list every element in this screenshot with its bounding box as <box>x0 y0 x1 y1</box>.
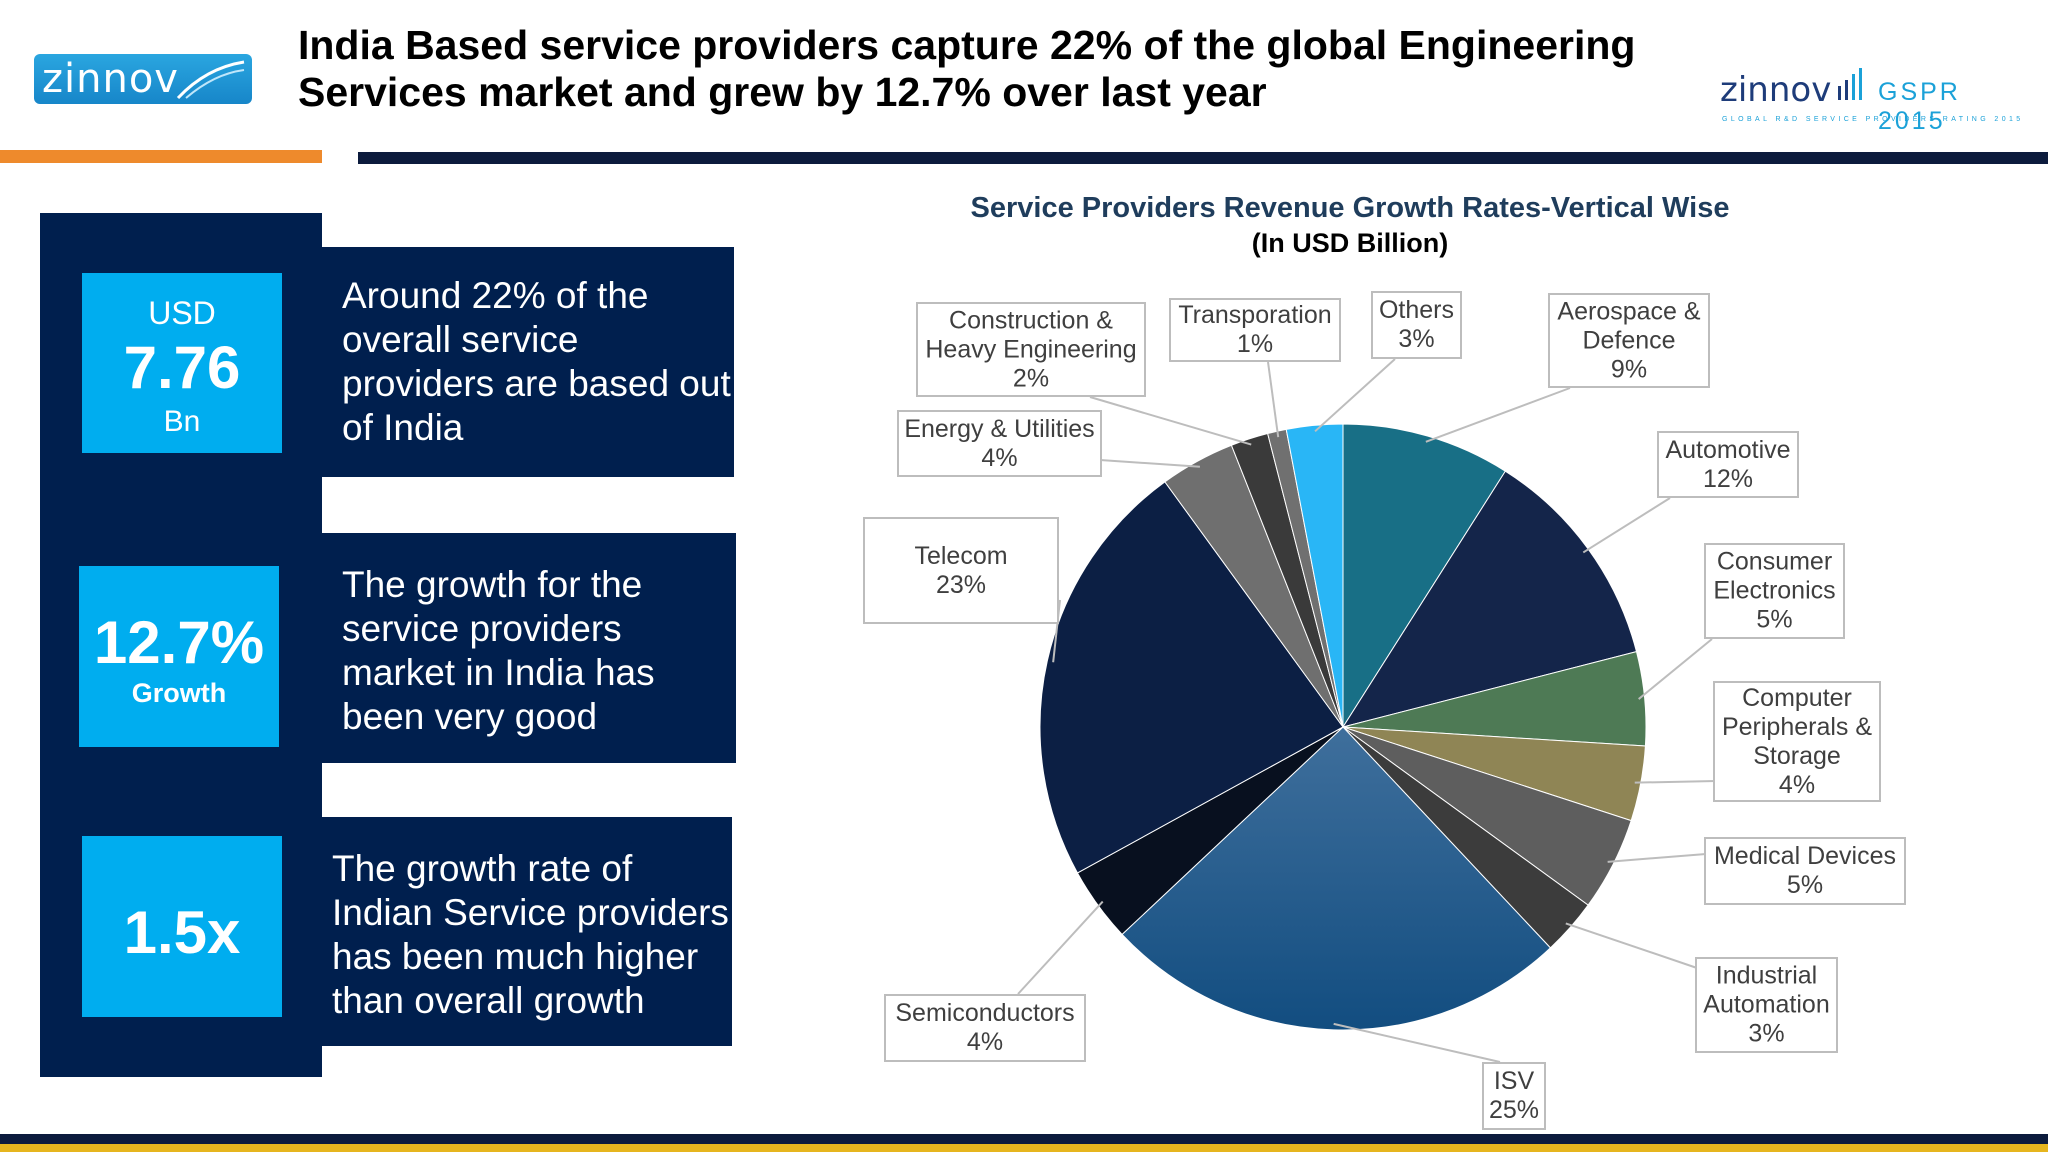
pie-slice-others <box>1285 423 1344 728</box>
stat-multiplier: 1.5x <box>82 836 282 1017</box>
callout-construction-and-heavy-engineering: Construction & Heavy Engineering 2% <box>916 302 1146 397</box>
callout-name: Computer Peripherals & Storage <box>1721 683 1873 770</box>
stat-multiplier-value: 1.5x <box>123 899 241 966</box>
callout-transporation: Transporation 1% <box>1169 298 1341 362</box>
callout-industrial-automation: Industrial Automation 3% <box>1695 957 1838 1053</box>
leader-line-energy-and-utilities <box>1099 459 1200 468</box>
callout-energy-and-utilities: Energy & Utilities 4% <box>897 410 1102 477</box>
leader-line-industrial-automation <box>1565 922 1698 969</box>
gspr-badge: GSPR 2015 <box>1878 78 1961 135</box>
zinnov-logo: zinnov <box>34 54 252 104</box>
chart-subtitle: (In USD Billion) <box>1251 228 1449 258</box>
callout-percent: 12% <box>1702 464 1754 493</box>
callout-aerospace-and-defence: Aerospace & Defence 9% <box>1548 293 1710 388</box>
callout-name: Aerospace & Defence <box>1557 297 1701 354</box>
callout-name: ISV <box>1493 1067 1535 1095</box>
gspr-tagline: GLOBAL R&D SERVICE PROVIDERS RATING 2015 <box>1722 116 2024 123</box>
callout-name: Construction & Heavy Engineering <box>925 306 1137 363</box>
callout-percent: 5% <box>1786 871 1824 899</box>
leader-line-medical-devices <box>1607 853 1707 863</box>
leader-line-isv <box>1333 1022 1501 1063</box>
callout-percent: 3% <box>1398 325 1435 353</box>
pie-slice-aerospace-and-defence <box>1342 423 1507 729</box>
callout-percent: 1% <box>1236 330 1274 358</box>
callout-medical-devices: Medical Devices 5% <box>1704 837 1906 905</box>
leader-line-others <box>1314 358 1396 433</box>
callout-percent: 4% <box>966 1028 1004 1056</box>
callout-percent: 23% <box>935 570 987 599</box>
callout-name: Automotive <box>1665 435 1791 464</box>
leader-line-consumer-electronics <box>1638 638 1713 700</box>
stat-revenue-value: 7.76 <box>123 334 241 401</box>
callout-name: Others <box>1378 296 1455 324</box>
stat-growth-label: Growth <box>131 678 227 708</box>
callout-percent: 4% <box>981 443 1018 472</box>
bars-icon <box>1838 68 1862 100</box>
stat-growth: 12.7% Growth <box>79 566 279 747</box>
stat-revenue-unit: Bn <box>163 405 201 438</box>
logo-text: zinnov <box>42 56 179 102</box>
callout-percent: 5% <box>1756 605 1793 634</box>
stat-revenue-prefix: USD <box>148 295 216 331</box>
gspr-logo: zinnov GSPR 2015 GLOBAL R&D SERVICE PROV… <box>1718 34 2038 135</box>
leader-line-semiconductors <box>1017 900 1104 995</box>
callout-automotive: Automotive 12% <box>1657 431 1799 498</box>
leader-line-aerospace-and-defence <box>1425 387 1571 443</box>
pie-slice-isv <box>1121 726 1552 1031</box>
callout-percent: 9% <box>1610 355 1648 383</box>
callout-name: Consumer Electronics <box>1713 547 1836 605</box>
callout-isv: ISV 25% <box>1482 1062 1546 1130</box>
gspr-brand: zinnov <box>1720 70 1832 110</box>
stat-revenue: USD 7.76 Bn <box>82 273 282 453</box>
callout-consumer-electronics: Consumer Electronics 5% <box>1704 543 1845 639</box>
callout-name: Energy & Utilities <box>904 414 1095 443</box>
footer-rule-navy <box>0 1134 2048 1144</box>
callout-percent: 4% <box>1778 770 1816 799</box>
leader-line-construction-and-heavy-engineering <box>1089 396 1252 446</box>
header-rule-navy <box>358 152 2048 164</box>
callout-computer-peripherals-and-storage: Computer Peripherals & Storage 4% <box>1713 681 1881 802</box>
callout-name: Medical Devices <box>1713 842 1896 870</box>
swoosh-icon <box>176 60 245 100</box>
callout-name: Telecom <box>914 541 1008 570</box>
callout-percent: 2% <box>1012 364 1050 392</box>
leader-line-computer-peripherals-and-storage <box>1634 780 1717 784</box>
stat-growth-value: 12.7% <box>93 609 265 676</box>
leader-line-transporation <box>1267 361 1280 438</box>
header-rule-orange <box>0 150 322 163</box>
callout-name: Industrial Automation <box>1703 961 1830 1019</box>
message-india-growth: The growth for the service providers mar… <box>320 533 736 763</box>
callout-semiconductors: Semiconductors 4% <box>884 994 1086 1062</box>
chart-title: Service Providers Revenue Growth Rates-V… <box>970 192 1730 224</box>
callout-name: Semiconductors <box>895 999 1075 1027</box>
slide-title: India Based service providers capture 22… <box>298 22 1636 115</box>
pie-slice-telecom <box>1039 481 1344 874</box>
callout-telecom: Telecom 23% <box>863 517 1059 624</box>
leader-line-automotive <box>1582 497 1671 554</box>
footer-rule-gold <box>0 1144 2048 1152</box>
message-growth-rate: The growth rate of Indian Service provid… <box>320 817 732 1046</box>
callout-name: Transporation <box>1178 301 1332 329</box>
callout-percent: 3% <box>1748 1019 1785 1048</box>
message-india-share: Around 22% of the overall service provid… <box>320 247 734 477</box>
callout-others: Others 3% <box>1371 291 1462 359</box>
callout-percent: 25% <box>1488 1096 1540 1124</box>
